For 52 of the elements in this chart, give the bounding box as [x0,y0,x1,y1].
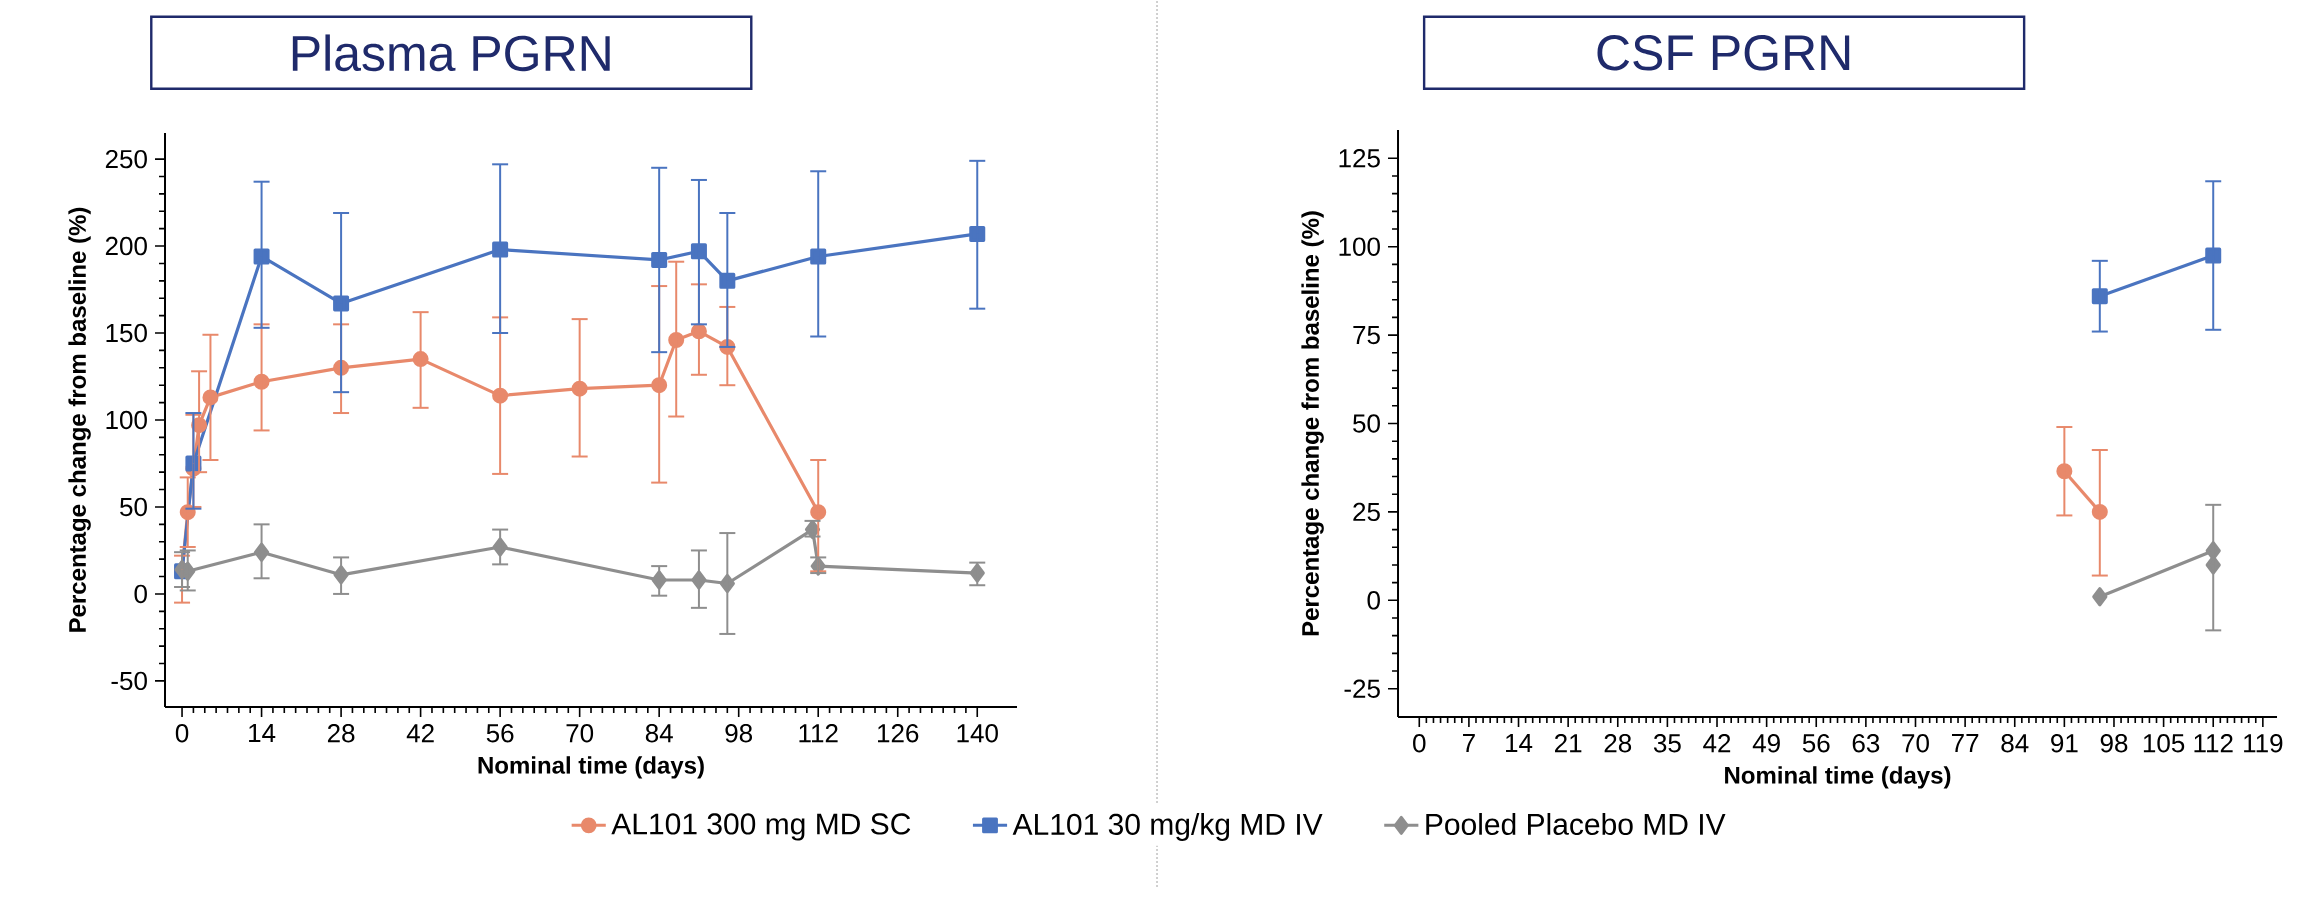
y-tick-label: 100 [1339,237,1380,256]
y-tick-label: 25 [1353,502,1380,522]
x-tick-label: 91 [2051,734,2078,753]
x-tick-label: 0 [1413,734,1426,753]
x-tick-label: 84 [645,724,673,743]
y-axis-title: Percentage change from baseline (%) [1301,211,1324,636]
y-tick-label: 150 [106,323,147,343]
x-tick-label: 98 [725,724,753,743]
x-tick-label: 112 [799,724,838,743]
x-tick-label: 84 [2001,734,2029,753]
x-tick-label: 112 [2194,734,2233,753]
x-tick-label: 98 [2100,734,2128,753]
legend-label: Pooled Placebo MD IV [1426,812,1726,835]
y-tick-label: -25 [1344,679,1380,698]
x-tick-label: 42 [1703,734,1731,753]
x-tick-label: 56 [486,724,514,743]
x-tick-label: 77 [1952,734,1979,752]
x-tick-label: 28 [327,724,355,743]
y-tick-label: 75 [1353,326,1380,345]
legend-label: AL101 300 mg MD SC [611,813,911,841]
y-tick-label: 50 [1353,414,1380,433]
x-tick-label: 21 [1555,734,1582,753]
y-axis-title: Percentage change from baseline (%) [68,207,91,632]
x-tick-label: 14 [249,724,276,742]
x-axis-title: Nominal time (days) [1725,766,1951,789]
y-tick-label: 250 [105,149,147,169]
y-tick-label: 0 [1367,591,1380,610]
x-tick-label: 63 [1852,734,1880,753]
x-tick-label: 7 [1463,734,1475,752]
x-tick-label: 105 [2143,734,2185,753]
x-tick-label: 35 [1653,734,1681,753]
x-tick-label: 49 [1752,734,1780,753]
x-tick-label: 42 [406,724,434,743]
y-tick-label: 200 [105,236,147,256]
chart-title: CSF PGRN [1597,35,1850,71]
y-tick-label: 50 [120,497,147,517]
x-tick-label: 14 [1506,734,1533,752]
x-tick-label: 140 [957,724,998,743]
x-tick-label: 70 [1902,734,1929,753]
y-tick-label: 0 [134,584,147,604]
chart-title: Plasma PGRN [292,34,610,72]
x-axis-title: Nominal time (days) [478,756,704,779]
x-tick-label: 0 [175,724,189,743]
legend-label: AL101 30 mg/kg MD IV [1012,812,1323,841]
x-tick-label: 70 [566,724,594,743]
y-tick-label: 100 [106,410,147,430]
x-tick-label: 28 [1604,734,1632,753]
y-tick-label: -50 [111,671,147,691]
x-tick-label: 119 [2244,734,2283,753]
y-tick-label: 125 [1339,149,1380,168]
x-tick-label: 126 [878,724,919,743]
x-tick-label: 56 [1802,734,1830,753]
